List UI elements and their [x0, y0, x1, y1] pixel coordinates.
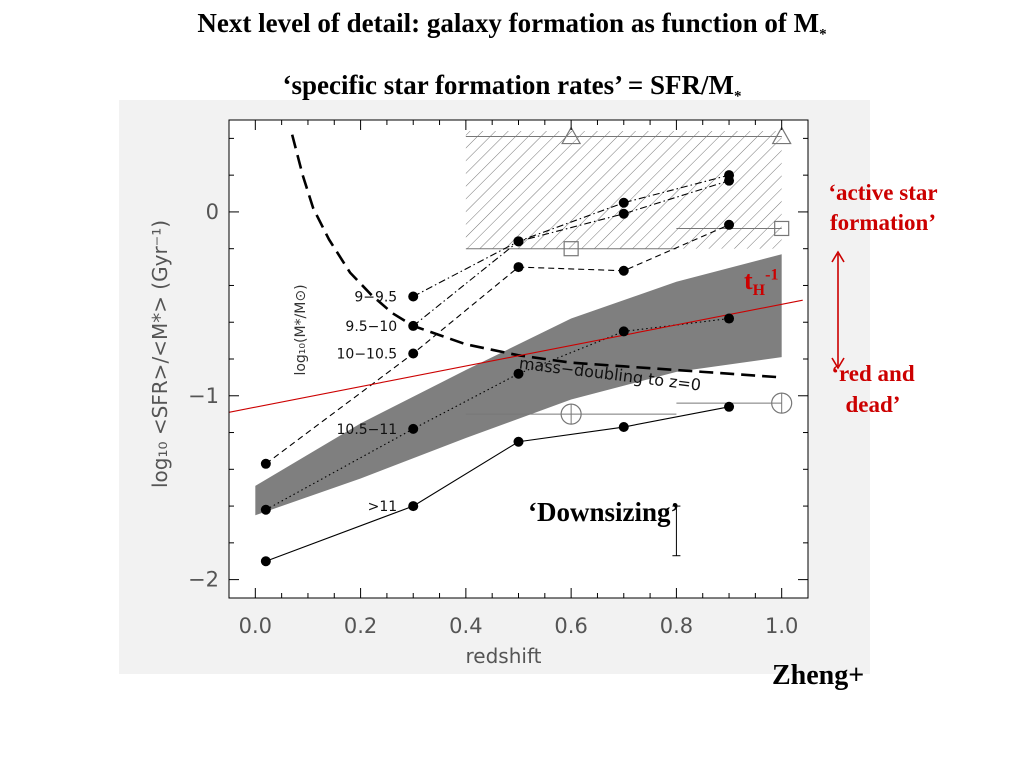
model-band	[255, 254, 782, 516]
data-point-series-2	[408, 348, 419, 359]
data-point-series-1	[618, 208, 629, 219]
series-line-1	[412, 180, 730, 327]
x-tick-label: 0.6	[554, 614, 587, 638]
x-tick-label: 0.8	[660, 614, 693, 638]
open-square-marker	[774, 220, 790, 237]
data-point-series-0	[408, 291, 419, 302]
data-point-series-1	[724, 175, 735, 186]
open-square-marker	[563, 241, 579, 257]
y-tick-label: −1	[188, 384, 219, 408]
data-point-series-1	[408, 320, 419, 331]
data-point-series-2	[260, 458, 271, 469]
slide-title-subscript: *	[819, 26, 827, 43]
x-tick-label: 0.4	[449, 614, 482, 638]
plot-panel: 0.0 0.2 0.4 0.6 0.8 1.0 0 −1 −2 redshift log₁₀ <SF…	[119, 100, 870, 674]
data-point-series-3	[724, 313, 735, 324]
hatched-region	[465, 131, 782, 249]
data-point-series-4	[260, 556, 271, 567]
downsizing-annotation: ‘Downsizing’	[528, 497, 680, 527]
open-markers-layer	[465, 126, 793, 425]
data-point-series-2	[724, 219, 735, 230]
data-point-series-2	[513, 262, 524, 273]
x-tick-label: 0.2	[344, 614, 377, 638]
open-triangle-marker	[771, 126, 792, 145]
data-point-series-4	[408, 501, 419, 512]
data-point-series-4	[618, 422, 629, 433]
x-tick-label: 0.0	[239, 614, 272, 638]
data-point-series-4	[513, 436, 524, 447]
hubble-time-t: t	[744, 266, 753, 295]
active-star-formation-annotation: ‘active star formation’	[828, 180, 938, 235]
data-point-series-3	[408, 423, 419, 434]
data-point-series-4	[724, 401, 735, 412]
data-point-series-2	[618, 265, 629, 276]
hubble-time-subscript: H	[752, 282, 766, 300]
credit-label: Zheng+	[772, 660, 865, 691]
hubble-time-superscript: -1	[765, 266, 779, 284]
mass-axis-label: log₁₀(M*/M⊙)	[293, 284, 309, 375]
hubble-time-line	[229, 299, 803, 413]
chart-labels-layer: 0.0 0.2 0.4 0.6 0.8 1.0 0 −1 −2 redshift log₁₀ <SF…	[148, 200, 798, 668]
series-label-2: 10−10.5	[337, 346, 398, 362]
data-point-series-3	[260, 504, 271, 515]
series-label-3: 10.5−11	[337, 422, 398, 438]
slide-title-text: Next level of detail: galaxy formation a…	[197, 8, 820, 38]
hubble-time-annotation: tH-1	[744, 266, 778, 300]
data-point-series-3	[618, 326, 629, 337]
open-triangle-marker	[561, 126, 582, 145]
reference-curves-layer	[229, 134, 803, 557]
series-label-1: 9.5−10	[345, 319, 397, 335]
data-points-layer	[260, 170, 735, 567]
series-line-0	[412, 174, 730, 297]
red-and-dead-annotation: ‘red and dead’	[831, 361, 915, 417]
data-point-series-3	[513, 368, 524, 379]
x-tick-label: 1.0	[765, 614, 798, 638]
slide-subtitle-text: ‘specific star formation rates’ = SFR/M	[282, 70, 734, 100]
x-axis-label: redshift	[466, 644, 542, 668]
band-layer	[255, 254, 782, 516]
mass-doubling-curve	[290, 134, 782, 379]
data-point-series-0	[618, 197, 629, 208]
slide-subtitle: ‘specific star formation rates’ = SFR/M*	[0, 70, 1024, 105]
series-label-4: >11	[368, 499, 398, 515]
data-point-series-1	[513, 236, 524, 247]
y-axis-label: log₁₀ <SFR>/<M*> (Gyr⁻¹)	[148, 220, 172, 488]
y-tick-label: −2	[188, 568, 219, 592]
axes-layer	[228, 119, 809, 599]
series-label-0: 9−9.5	[354, 289, 397, 305]
hatched-region-layer	[465, 131, 782, 249]
slide-title: Next level of detail: galaxy formation a…	[0, 8, 1024, 43]
y-tick-label: 0	[206, 200, 219, 224]
ssfr-chart: 0.0 0.2 0.4 0.6 0.8 1.0 0 −1 −2 redshift log₁₀ <SF…	[148, 119, 809, 668]
red-double-arrow	[831, 250, 845, 370]
slide-subtitle-subscript: *	[734, 88, 742, 105]
